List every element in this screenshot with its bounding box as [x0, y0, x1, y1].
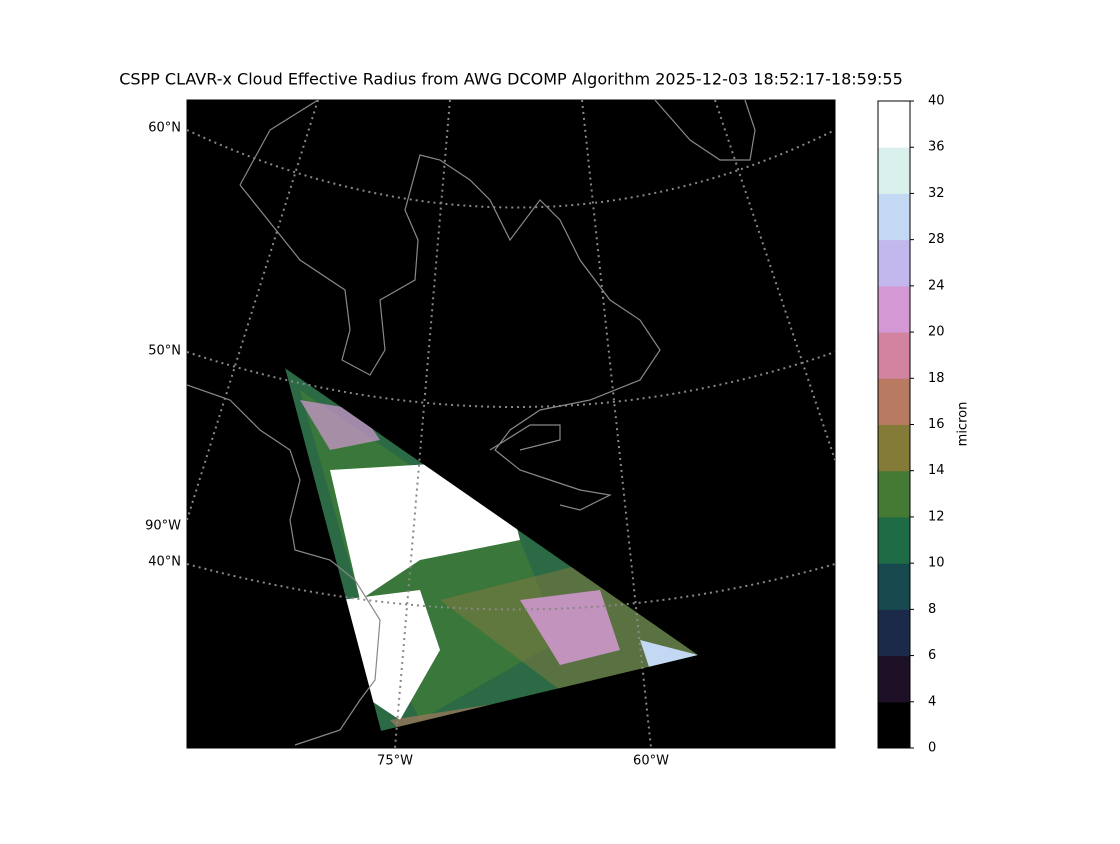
map: [186, 99, 836, 749]
colorbar-segment: [878, 655, 910, 703]
colorbar-segment: [878, 563, 910, 610]
colorbar-tick-label: 0: [928, 741, 936, 756]
colorbar-tick-label: 24: [928, 278, 945, 293]
colorbar-segment: [878, 609, 910, 657]
colorbar-tick-label: 16: [928, 417, 945, 432]
colorbar-segment: [878, 516, 910, 564]
colorbar-tick-label: 20: [928, 325, 945, 340]
lon-label: 60°W: [633, 754, 669, 769]
colorbar-segment: [878, 470, 910, 518]
colorbar-tick-label: 4: [928, 694, 936, 709]
colorbar-segment: [878, 378, 910, 425]
colorbar-tick-label: 36: [928, 140, 945, 155]
colorbar-tick-label: 8: [928, 602, 936, 617]
colorbar-segment: [878, 701, 910, 749]
colorbar-tick-label: 28: [928, 232, 945, 247]
colorbar-tick-label: 14: [928, 463, 945, 478]
colorbar-tick-label: 6: [928, 648, 936, 663]
colorbar-segment: [878, 239, 910, 287]
graticule: [187, 100, 835, 748]
colorbar-segment: [878, 193, 910, 241]
colorbar-tick-label: 40: [928, 94, 945, 109]
lon-label: 75°W: [377, 754, 413, 769]
colorbar-segment: [878, 101, 910, 148]
colorbar-label: micron: [956, 402, 971, 447]
colorbar-segment: [878, 285, 910, 333]
colorbar-segment: [878, 147, 910, 194]
colorbar-tick-label: 18: [928, 371, 945, 386]
title: CSPP CLAVR-x Cloud Effective Radius from…: [119, 70, 903, 89]
lon-label: 90°W: [145, 519, 181, 534]
colorbar-tick-label: 32: [928, 186, 945, 201]
coastlines: [187, 100, 756, 746]
colorbar: 0 4 6 8 10 12 14 16 18 20 24 28 32 36 40: [877, 94, 945, 756]
lat-label: 50°N: [148, 344, 181, 359]
colorbar-segment: [878, 424, 910, 472]
colorbar-segment: [878, 332, 910, 379]
colorbar-tick-label: 12: [928, 509, 945, 524]
colorbar-tick-label: 10: [928, 556, 945, 571]
map-labels: 60°N 50°N 40°N 90°W 75°W 60°W: [145, 121, 669, 769]
swath: [285, 368, 698, 731]
lat-label: 60°N: [148, 121, 181, 136]
lat-label: 40°N: [148, 555, 181, 570]
